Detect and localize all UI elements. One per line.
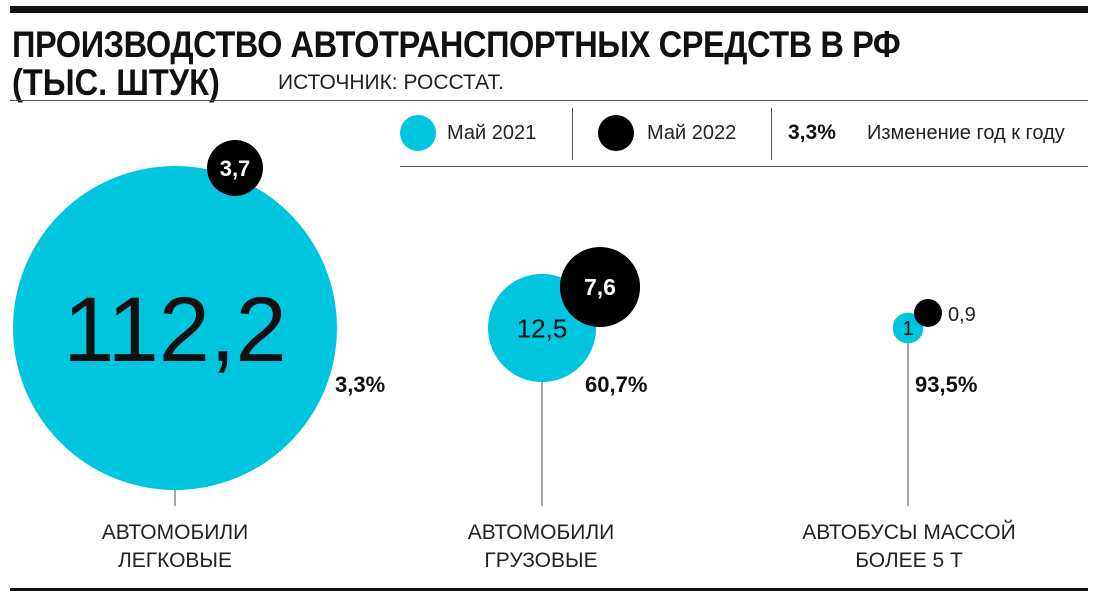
category-line: ЛЕГКОВЫЕ [117, 549, 233, 572]
change-label: 60,7% [585, 372, 647, 397]
category-line: АВТОМОБИЛИ [467, 521, 615, 544]
chart-title: ПРОИЗВОДСТВО АВТОТРАНСПОРТНЫХ СРЕДСТВ В … [12, 24, 901, 65]
value-label-may2021: 112,2 [63, 279, 286, 381]
top-rule [10, 6, 1088, 13]
category-label-cars: АВТОМОБИЛИ ЛЕГКОВЫЕ [55, 519, 295, 575]
value-label-may2021: 12,5 [517, 313, 568, 343]
category-label-buses: АВТОБУСЫ МАССОЙ БОЛЕЕ 5 Т [789, 519, 1029, 575]
chart-title-units: (ТЫС. ШТУК) [12, 62, 220, 103]
value-label-may2022: 0,9 [948, 304, 976, 326]
bubble-may2021 [892, 312, 924, 344]
value-label-may2022: 3,7 [220, 156, 251, 181]
category-line: ГРУЗОВЫЕ [484, 549, 598, 572]
legend-change-label: Изменение год к году [867, 122, 1065, 144]
legend-change-value: 3,3% [788, 121, 836, 144]
category-line: АВТОМОБИЛИ [101, 521, 249, 544]
legend-label-may2021: Май 2021 [447, 122, 537, 144]
legend-underline [400, 166, 1088, 167]
category-label-trucks: АВТОМОБИЛИ ГРУЗОВЫЕ [421, 519, 661, 575]
category-line: АВТОБУСЫ МАССОЙ [802, 521, 1016, 544]
value-label-may2021: 1 [902, 318, 913, 340]
value-label-may2022: 7,6 [584, 274, 616, 300]
source-note: ИСТОЧНИК: РОССТАТ. [278, 71, 504, 94]
category-line: БОЛЕЕ 5 Т [855, 549, 963, 572]
legend-label-may2022: Май 2022 [647, 122, 737, 144]
bubble-may2022 [914, 299, 942, 327]
bubble-may2022 [207, 140, 263, 196]
change-label: 93,5% [915, 372, 977, 397]
legend-swatch-may2022 [598, 115, 634, 151]
bubble-may2021 [13, 166, 337, 490]
divider [10, 100, 1088, 101]
legend-divider [771, 108, 772, 160]
legend-swatch-may2021 [400, 115, 436, 151]
change-label: 3,3% [335, 372, 385, 397]
bottom-rule [10, 588, 1088, 591]
bubble-may2022 [559, 246, 641, 328]
legend-divider [572, 108, 573, 160]
